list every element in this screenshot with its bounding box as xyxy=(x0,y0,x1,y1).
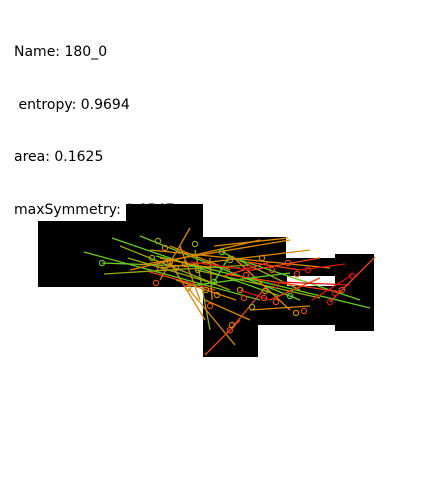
endpoint-marker xyxy=(292,309,300,317)
endpoint-marker xyxy=(156,264,164,272)
endpoint-marker xyxy=(161,244,169,252)
endpoint-marker xyxy=(304,266,312,274)
endpoint-marker xyxy=(258,254,266,262)
name-label: Name: 180_0 xyxy=(14,44,108,60)
segment-line xyxy=(159,227,191,281)
segment-line xyxy=(83,251,261,301)
endpoint-marker xyxy=(326,298,334,306)
endpoint-marker xyxy=(331,289,339,297)
segment-line xyxy=(111,237,281,297)
endpoint-marker xyxy=(242,271,250,279)
segment-line xyxy=(204,299,251,321)
segment-line xyxy=(149,271,216,291)
endpoint-marker xyxy=(293,270,301,278)
endpoint-marker xyxy=(182,280,190,288)
segment-line xyxy=(229,287,266,331)
segment-line xyxy=(175,279,237,301)
endpoint-marker xyxy=(246,264,254,272)
endpoint-marker xyxy=(226,256,234,264)
endpoint-marker xyxy=(213,291,221,299)
entropy-label: entropy: 0.9694 xyxy=(14,96,130,113)
segment-line xyxy=(249,305,311,311)
endpoint-marker xyxy=(181,260,189,268)
segment-line xyxy=(187,287,236,346)
segment-line xyxy=(279,281,351,286)
endpoint-marker xyxy=(172,264,180,272)
segment-line xyxy=(239,259,361,301)
endpoint-marker xyxy=(166,258,174,266)
shape-hole xyxy=(287,276,335,286)
endpoint-marker xyxy=(240,294,248,302)
segment-line xyxy=(311,274,353,301)
segment-line xyxy=(269,277,321,301)
segment-line xyxy=(189,261,251,271)
shape-block xyxy=(38,221,128,287)
endpoint-marker xyxy=(338,286,346,294)
segment-line xyxy=(127,257,213,284)
endpoint-marker xyxy=(268,266,276,274)
segment-line xyxy=(231,255,291,311)
endpoint-marker xyxy=(272,298,280,306)
area-label: area: 0.1625 xyxy=(14,149,104,165)
endpoint-marker xyxy=(154,237,162,245)
endpoint-marker xyxy=(261,287,269,295)
endpoint-marker xyxy=(202,286,210,294)
endpoint-marker xyxy=(191,240,199,248)
segment-line xyxy=(195,269,321,299)
marker-layer xyxy=(98,237,356,334)
segment-line xyxy=(179,245,201,301)
endpoint-marker xyxy=(260,294,268,302)
endpoint-marker xyxy=(148,254,156,262)
endpoint-marker xyxy=(286,292,294,300)
endpoint-marker xyxy=(248,303,256,311)
endpoint-marker xyxy=(228,321,236,329)
endpoint-marker xyxy=(210,278,218,286)
endpoint-marker xyxy=(98,259,106,267)
segment-line xyxy=(239,289,271,301)
endpoint-marker xyxy=(152,279,160,287)
segment-line xyxy=(187,272,291,287)
segment-line xyxy=(213,237,289,247)
endpoint-marker xyxy=(206,302,214,310)
endpoint-marker xyxy=(194,266,202,274)
endpoint-marker xyxy=(272,281,280,289)
endpoint-marker xyxy=(284,259,292,267)
segment-layer xyxy=(83,227,376,356)
endpoint-marker xyxy=(218,248,226,256)
endpoint-marker xyxy=(348,272,356,280)
segment-line xyxy=(139,239,291,266)
endpoint-marker xyxy=(300,307,308,315)
segment-line xyxy=(299,263,346,271)
endpoint-marker xyxy=(236,286,244,294)
